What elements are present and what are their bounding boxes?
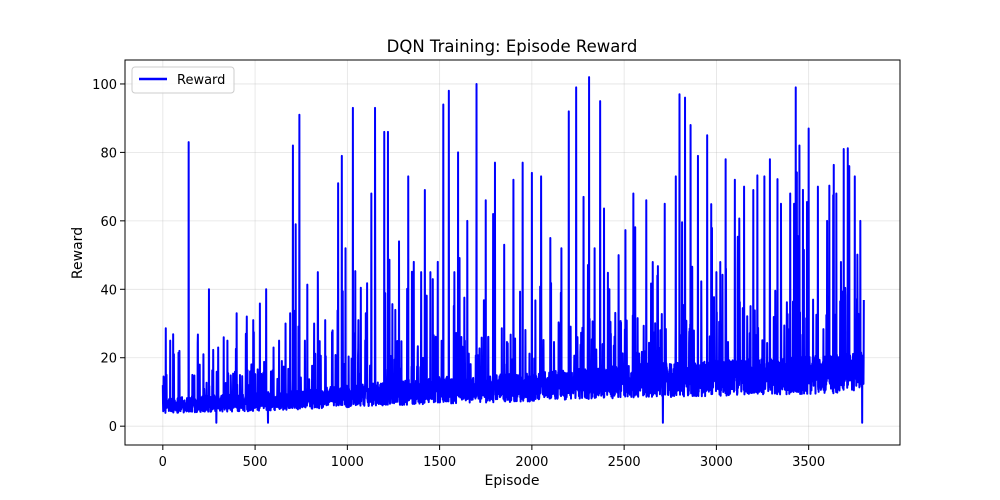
x-tick-label: 1000: [331, 455, 364, 470]
x-tick-label: 0: [159, 455, 167, 470]
legend-label-reward: Reward: [177, 73, 225, 88]
x-tick-label: 3000: [700, 455, 733, 470]
legend-box: [131, 66, 235, 94]
x-tick-label: 2500: [608, 455, 641, 470]
y-tick-label: 100: [92, 78, 117, 93]
x-tick-label: 2000: [515, 455, 548, 470]
y-tick-label: 20: [100, 352, 117, 367]
y-axis-ticks: 0 20 40 60 80 100: [92, 78, 125, 435]
series-layer: [161, 76, 865, 424]
y-tick-label: 80: [100, 146, 117, 161]
y-tick-label: 60: [100, 215, 117, 230]
legend: Reward: [131, 66, 235, 94]
x-axis-ticks: 0 500 1000 1500 2000 2500 3000 3500: [159, 445, 825, 470]
plot-frame: [124, 59, 901, 446]
x-tick-label: 3500: [792, 455, 825, 470]
x-axis-title: Episode: [485, 473, 540, 489]
y-tick-label: 40: [100, 283, 117, 298]
y-tick-label: 0: [109, 420, 117, 435]
chart-title: DQN Training: Episode Reward: [387, 37, 638, 56]
y-axis-title: Reward: [70, 227, 86, 279]
x-tick-label: 1500: [423, 455, 456, 470]
reward-series-line: [161, 76, 865, 424]
x-tick-label: 500: [243, 455, 268, 470]
